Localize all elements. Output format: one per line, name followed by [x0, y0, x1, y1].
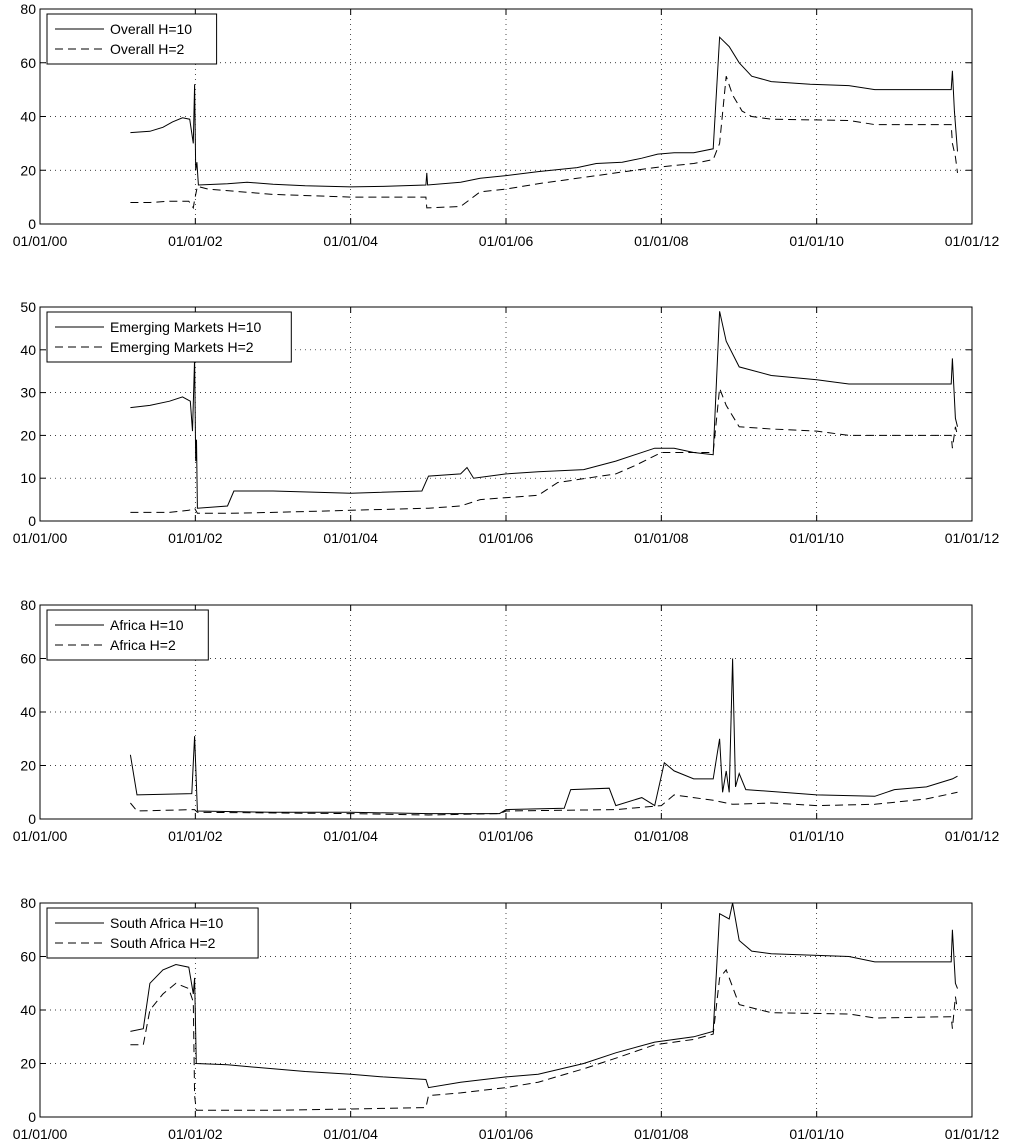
legend: Overall H=10 Overall H=2 [46, 13, 218, 65]
x-tick-label: 01/01/04 [323, 530, 378, 546]
y-tick-label: 20 [20, 1056, 36, 1072]
x-tick-label: 01/01/12 [945, 233, 1000, 249]
series-line [130, 791, 958, 816]
y-tick-label: 60 [20, 949, 36, 965]
x-tick-label: 01/01/06 [479, 530, 534, 546]
y-tick-label: 0 [28, 1109, 36, 1125]
x-tick-label: 01/01/04 [323, 828, 378, 844]
legend-box [46, 907, 259, 959]
legend-label: Emerging Markets H=2 [110, 339, 254, 355]
y-tick-label: 20 [20, 427, 36, 443]
series-line [130, 968, 958, 1111]
legend-label: Overall H=10 [110, 21, 192, 37]
legend-box [46, 311, 292, 363]
y-tick-label: 40 [20, 342, 36, 358]
chart-panel-2: 01/01/00 01/01/02 01/01/04 01/01/06 01/01/08… [13, 299, 1000, 546]
x-tick-label: 01/01/00 [13, 828, 68, 844]
y-tick-label: 40 [20, 704, 36, 720]
x-tick-label: 01/01/12 [945, 828, 1000, 844]
series-line [130, 388, 958, 514]
legend-label: Overall H=2 [110, 41, 185, 57]
x-tick-label: 01/01/12 [945, 530, 1000, 546]
series-line [130, 36, 958, 188]
legend-box [46, 13, 218, 65]
legend-box [46, 609, 209, 661]
y-tick-label: 40 [20, 109, 36, 125]
x-tick-label: 01/01/08 [634, 233, 689, 249]
x-tick-label: 01/01/08 [634, 828, 689, 844]
x-tick-label: 01/01/06 [479, 233, 534, 249]
series-line [130, 76, 958, 210]
x-tick-label: 01/01/10 [789, 1126, 844, 1142]
legend: Africa H=10 Africa H=2 [46, 609, 209, 661]
x-tick-label: 01/01/00 [13, 233, 68, 249]
x-tick-label: 01/01/10 [789, 233, 844, 249]
legend: Emerging Markets H=10 Emerging Markets H=… [46, 311, 292, 363]
y-tick-label: 50 [20, 299, 36, 315]
y-tick-label: 20 [20, 162, 36, 178]
x-tick-label: 01/01/12 [945, 1126, 1000, 1142]
y-tick-label: 0 [28, 811, 36, 827]
series-line [130, 902, 958, 1089]
y-tick-label: 10 [20, 470, 36, 486]
x-tick-label: 01/01/04 [323, 1126, 378, 1142]
x-tick-label: 01/01/02 [168, 1126, 223, 1142]
y-tick-label: 40 [20, 1002, 36, 1018]
y-tick-label: 0 [28, 216, 36, 232]
x-tick-label: 01/01/04 [323, 233, 378, 249]
x-tick-label: 01/01/10 [789, 530, 844, 546]
series-line [129, 658, 958, 815]
y-tick-label: 60 [20, 651, 36, 667]
x-tick-label: 01/01/00 [13, 1126, 68, 1142]
y-tick-label: 80 [20, 597, 36, 613]
x-tick-label: 01/01/02 [168, 530, 223, 546]
x-tick-label: 01/01/00 [13, 530, 68, 546]
y-tick-label: 80 [20, 1, 36, 17]
y-tick-label: 80 [20, 895, 36, 911]
legend: South Africa H=10 South Africa H=2 [46, 907, 259, 959]
legend-label: Africa H=2 [110, 637, 176, 653]
y-tick-label: 0 [28, 513, 36, 529]
x-tick-label: 01/01/06 [479, 1126, 534, 1142]
x-tick-label: 01/01/08 [634, 1126, 689, 1142]
legend-label: Emerging Markets H=10 [110, 319, 262, 335]
y-tick-label: 20 [20, 758, 36, 774]
y-tick-label: 30 [20, 385, 36, 401]
x-tick-label: 01/01/02 [168, 828, 223, 844]
x-tick-label: 01/01/02 [168, 233, 223, 249]
y-tick-label: 60 [20, 55, 36, 71]
x-tick-label: 01/01/10 [789, 828, 844, 844]
legend-label: South Africa H=10 [110, 915, 223, 931]
x-tick-label: 01/01/06 [479, 828, 534, 844]
x-tick-label: 01/01/08 [634, 530, 689, 546]
series-line [130, 311, 958, 509]
legend-label: Africa H=10 [110, 617, 184, 633]
chart-panel-4: 01/01/00 01/01/02 01/01/04 01/01/06 01/01/08… [13, 895, 1000, 1142]
legend-label: South Africa H=2 [110, 935, 216, 951]
chart-panel-3: 01/01/00 01/01/02 01/01/04 01/01/06 01/01/08… [13, 597, 1000, 844]
chart-panel-1: 01/01/00 01/01/02 01/01/04 01/01/06 01/01/08… [13, 1, 1000, 249]
